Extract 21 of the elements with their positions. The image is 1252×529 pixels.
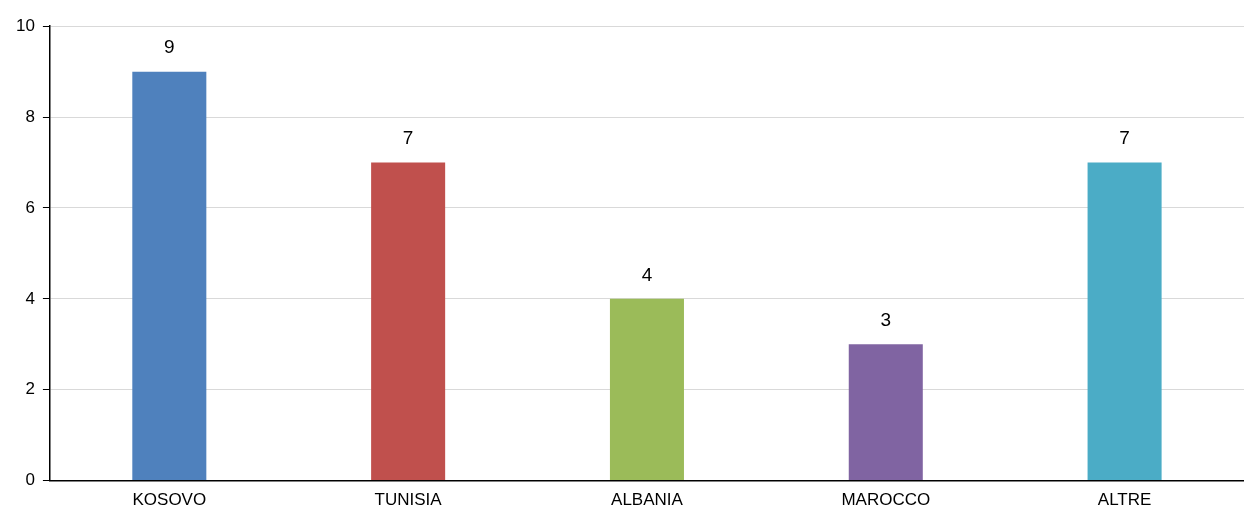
y-tick-label: 0	[25, 470, 35, 490]
y-tick-label: 8	[25, 106, 35, 126]
y-tick-label: 6	[25, 197, 35, 217]
data-label: 9	[164, 36, 175, 58]
x-tick-label: ALBANIA	[611, 490, 684, 510]
data-label: 4	[641, 263, 653, 285]
x-tick-label: ALTRE	[1097, 490, 1152, 510]
y-tick-label: 10	[15, 15, 35, 35]
x-tick-label: KOSOVO	[132, 490, 207, 510]
bar	[848, 344, 923, 481]
x-tick-label: MAROCCO	[841, 490, 931, 510]
data-label: 3	[880, 309, 892, 331]
bar	[609, 298, 684, 481]
bar	[371, 162, 446, 481]
data-label: 7	[1119, 127, 1130, 149]
bar	[132, 71, 207, 481]
x-tick-label: TUNISIA	[374, 490, 443, 510]
y-tick-label: 4	[25, 288, 35, 308]
bar	[1087, 162, 1162, 481]
data-label: 7	[402, 127, 414, 149]
y-tick-label: 2	[25, 379, 35, 399]
